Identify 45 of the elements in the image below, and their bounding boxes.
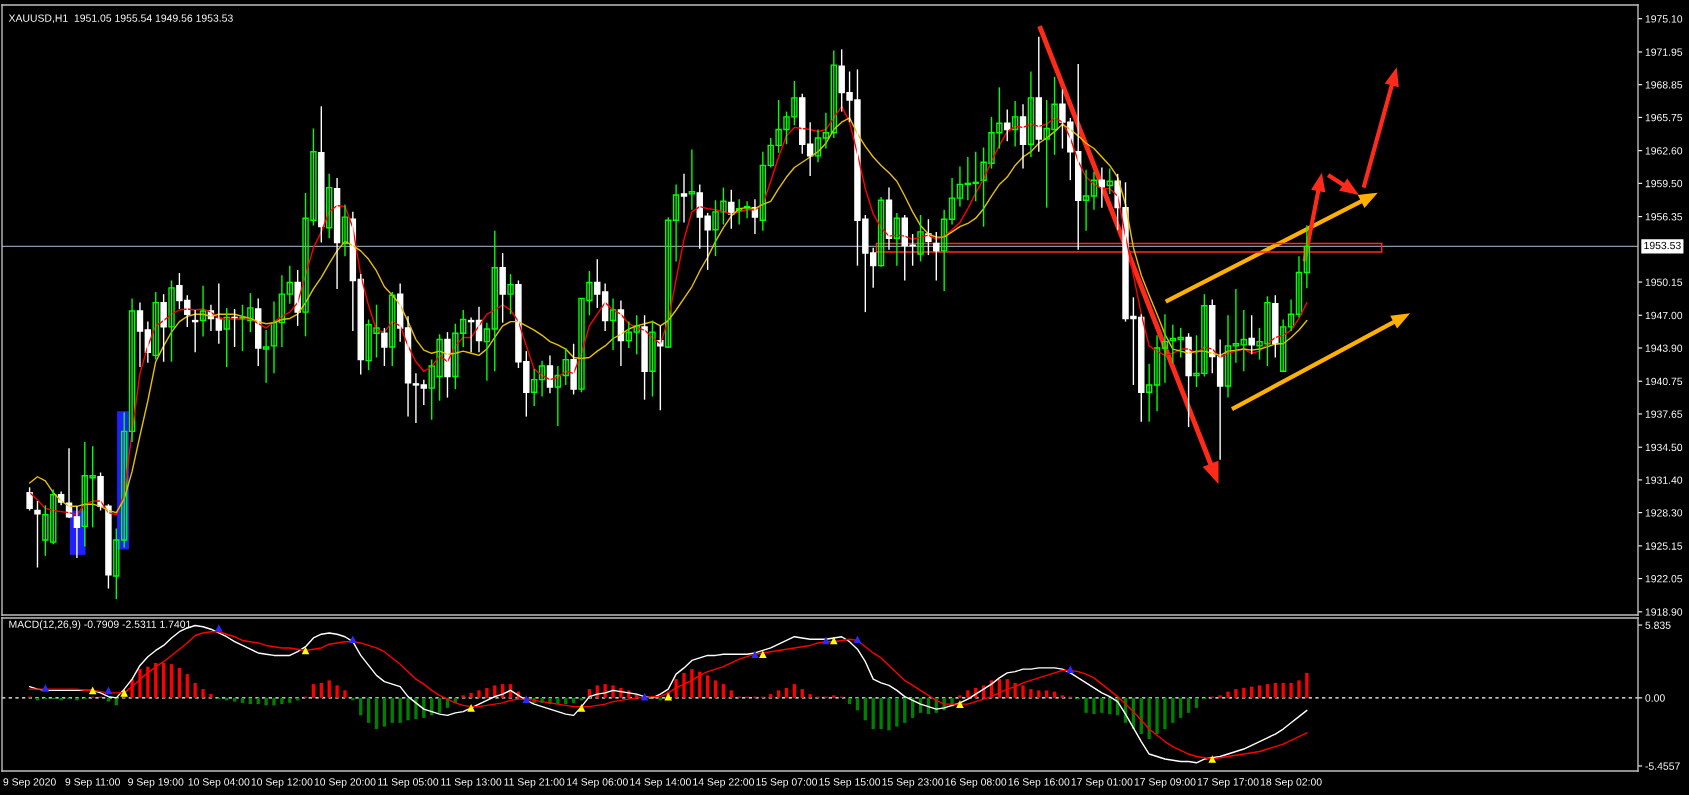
x-tick-label: 15 Sep 07:00 — [756, 778, 818, 788]
x-tick-label: 17 Sep 17:00 — [1197, 778, 1259, 788]
y-tick-label: 1965.75 — [1645, 113, 1683, 122]
y-tick-label: 1943.90 — [1645, 344, 1683, 352]
y-tick-label: 1934.50 — [1645, 443, 1683, 452]
y-tick-label: 1962.60 — [1645, 147, 1683, 155]
ref-line-label: 1953.53 — [1644, 241, 1681, 250]
x-tick-label: 17 Sep 01:00 — [1071, 778, 1133, 788]
x-tick-label: 9 Sep 19:00 — [128, 778, 184, 788]
x-tick-label: 10 Sep 12:00 — [251, 778, 313, 788]
x-tick-label: 18 Sep 02:00 — [1260, 778, 1322, 788]
x-tick-label: 9 Sep 2020 — [3, 778, 56, 788]
y-tick-label: 1925.15 — [1645, 542, 1683, 550]
chart-title: MACD(12,26,9) -0.7909 -2.5311 1.7401 — [9, 620, 191, 630]
x-tick-label: 14 Sep 22:00 — [693, 778, 754, 788]
y-tick-label: -5.4557 — [1645, 762, 1680, 770]
y-tick-label: 5.835 — [1645, 621, 1671, 629]
x-tick-label: 11 Sep 05:00 — [378, 778, 439, 788]
y-tick-label: 1918.90 — [1645, 608, 1683, 616]
x-tick-label: 11 Sep 21:00 — [504, 778, 565, 788]
y-tick-label: 1940.75 — [1645, 377, 1683, 386]
y-tick-label: 1975.10 — [1645, 15, 1683, 23]
y-tick-label: 1937.65 — [1645, 410, 1683, 418]
y-tick-label: 1928.30 — [1645, 509, 1683, 517]
y-tick-label: 1959.50 — [1645, 179, 1683, 188]
y-tick-label: 1922.05 — [1645, 575, 1683, 583]
x-tick-label: 15 Sep 23:00 — [882, 778, 944, 788]
x-tick-label: 11 Sep 13:00 — [441, 778, 502, 788]
x-tick-label: 10 Sep 04:00 — [188, 778, 250, 788]
x-tick-label: 14 Sep 06:00 — [567, 778, 628, 788]
x-tick-label: 9 Sep 11:00 — [65, 778, 120, 788]
x-tick-label: 17 Sep 09:00 — [1134, 778, 1196, 788]
y-tick-label: 1968.85 — [1645, 81, 1683, 89]
text: XAUUSD,H1 1951.05 1955.54 1949.56 1953.53 — [8, 14, 233, 24]
x-tick-label: 16 Sep 16:00 — [1008, 778, 1070, 788]
y-tick-label: 0.00 — [1645, 694, 1665, 702]
y-tick-label: 1947.00 — [1645, 311, 1683, 320]
y-tick-label: 1931.40 — [1645, 476, 1683, 484]
y-tick-label: 1971.95 — [1645, 48, 1683, 56]
y-tick-label: 1950.15 — [1645, 278, 1683, 286]
x-tick-label: 15 Sep 15:00 — [819, 778, 881, 788]
y-tick-label: 1956.35 — [1645, 213, 1683, 221]
x-tick-label: 14 Sep 14:00 — [630, 778, 691, 788]
x-tick-label: 10 Sep 20:00 — [314, 778, 376, 788]
x-tick-label: 16 Sep 08:00 — [945, 778, 1007, 788]
